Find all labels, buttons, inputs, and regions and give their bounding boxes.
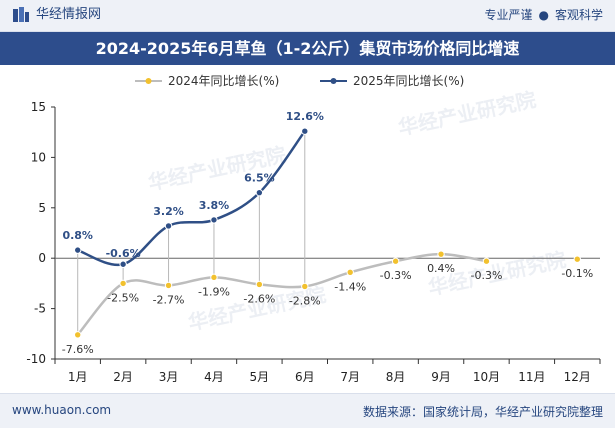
data-label-2024: -0.3% — [380, 269, 412, 282]
data-point-2025 — [301, 127, 309, 135]
data-label-2024: 0.4% — [427, 262, 455, 275]
legend-label-2024: 2024年同比增长(%) — [168, 74, 279, 88]
y-tick-label: 5 — [38, 201, 46, 215]
brand-logo-icon — [13, 7, 29, 22]
x-tick-label: 1月 — [68, 370, 88, 384]
legend-label-2025: 2025年同比增长(%) — [353, 74, 464, 88]
x-tick-label: 7月 — [340, 370, 360, 384]
data-point-2024 — [346, 268, 354, 277]
y-tick-label: -5 — [34, 302, 46, 316]
y-tick-label: -10 — [26, 352, 46, 366]
x-tick-label: 3月 — [159, 370, 179, 384]
data-label-2024: -1.4% — [334, 280, 366, 293]
data-point-2024 — [74, 331, 82, 339]
data-label-2024: -2.5% — [107, 291, 139, 304]
data-point-2024 — [255, 280, 264, 289]
x-tick-label: 8月 — [386, 370, 406, 384]
top-bar: 华经情报网 专业严谨 ● 客观科学 — [0, 0, 615, 32]
data-label-2024: -2.7% — [153, 293, 185, 306]
data-point-2024 — [437, 250, 445, 258]
data-label-2024: -2.6% — [243, 292, 275, 305]
x-tick-label: 6月 — [295, 370, 315, 384]
data-point-2024 — [119, 279, 127, 288]
data-label-2024: -0.1% — [561, 267, 593, 280]
data-point-2024 — [391, 257, 400, 265]
x-tick-label: 12月 — [564, 370, 591, 384]
footer: www.huaon.com 数据来源：国家统计局，华经产业研究院整理 — [0, 393, 615, 428]
data-point-2024 — [301, 282, 309, 291]
brand: 华经情报网 — [12, 6, 101, 24]
slogan: 专业严谨 ● 客观科学 — [484, 7, 603, 23]
y-tick-label: 10 — [31, 150, 46, 164]
x-tick-label: 10月 — [473, 370, 500, 384]
slogan-right: 客观科学 — [554, 8, 603, 22]
data-label-2025: 6.5% — [244, 172, 275, 185]
chart-title: 2024-2025年6月草鱼（1-2公斤）集贸市场价格同比增速 — [0, 32, 615, 65]
brand-name: 华经情报网 — [36, 7, 102, 22]
data-label-2024: -7.6% — [62, 343, 94, 356]
data-label-2025: 3.2% — [153, 205, 184, 218]
data-label-2025: -0.6% — [106, 247, 141, 260]
data-point-2024 — [573, 255, 581, 263]
data-label-2025: 12.6% — [286, 110, 324, 123]
x-tick-label: 5月 — [250, 370, 270, 384]
x-tick-label: 4月 — [204, 370, 224, 384]
x-tick-label: 11月 — [518, 370, 545, 384]
data-label-2025: 0.8% — [62, 229, 93, 242]
slogan-dot: ● — [538, 8, 549, 22]
data-label-2024: -0.3% — [470, 269, 502, 282]
x-tick-label: 9月 — [431, 370, 451, 384]
watermark-1: 华经产业研究院 — [396, 87, 538, 140]
y-tick-label: 15 — [31, 100, 46, 114]
line-chart: 华经产业研究院华经产业研究院华经产业研究院华经产业研究院2024年同比增长(%)… — [26, 74, 601, 384]
data-point-2024 — [482, 257, 491, 265]
data-label-2024: -2.8% — [289, 294, 321, 307]
data-point-2024 — [164, 281, 173, 290]
legend-marker-2024 — [145, 78, 152, 84]
data-label-2024: -1.9% — [198, 285, 230, 298]
series-line-2024 — [76, 252, 487, 336]
x-tick-label: 2月 — [113, 370, 133, 384]
data-point-2025 — [74, 246, 82, 254]
footer-url: www.huaon.com — [12, 403, 112, 417]
y-tick-label: 0 — [38, 251, 46, 265]
data-point-2025 — [164, 222, 173, 230]
data-point-2025 — [255, 188, 264, 197]
footer-source: 数据来源：国家统计局，华经产业研究院整理 — [362, 405, 603, 419]
legend-marker-2025 — [330, 78, 337, 84]
data-label-2025: 3.8% — [199, 199, 230, 212]
data-point-2025 — [119, 260, 127, 268]
watermark-0: 华经产业研究院 — [146, 142, 288, 195]
slogan-left: 专业严谨 — [484, 8, 533, 22]
data-point-2025 — [210, 216, 218, 224]
data-point-2024 — [210, 273, 218, 282]
